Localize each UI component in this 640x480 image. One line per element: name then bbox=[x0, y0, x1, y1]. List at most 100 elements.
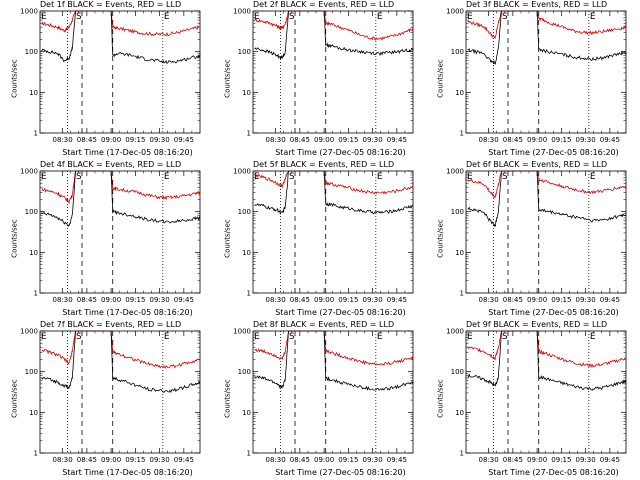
y-tick-label: 100 bbox=[451, 368, 464, 376]
x-axis-title: Start Time (27-Dec-05 08:16:20) bbox=[488, 148, 619, 157]
y-axis-title: Counts/sec bbox=[10, 59, 19, 98]
region-marker: E bbox=[164, 332, 170, 342]
y-tick-label: 10 bbox=[29, 249, 38, 257]
panel-plot: 1 10 100 1000 08:30 08:45 09:00 09:15 09:30 09:45… bbox=[446, 168, 627, 304]
region-marker: S bbox=[289, 332, 295, 342]
y-tick-label: 1 bbox=[460, 450, 464, 458]
region-marker: S bbox=[76, 172, 82, 182]
x-tick-label: 08:30 bbox=[266, 296, 286, 304]
region-marker: E bbox=[164, 12, 170, 22]
detector-panel-7: 1 10 100 1000 08:30 08:45 09:00 09:15 09:30 09:45… bbox=[2, 320, 215, 480]
lld-series-line bbox=[41, 170, 201, 205]
panel-plot: 1 10 100 1000 08:30 08:45 09:00 09:15 09:30 09:45… bbox=[446, 8, 627, 144]
plot-frame bbox=[39, 330, 201, 454]
panel-title: Det 7f BLACK = Events, RED = LLD bbox=[40, 320, 182, 329]
x-tick-label: 09:45 bbox=[387, 296, 407, 304]
y-axis-title: Counts/sec bbox=[436, 219, 445, 258]
panel-title: Det 5f BLACK = Events, RED = LLD bbox=[253, 160, 395, 169]
y-tick-label: 100 bbox=[238, 368, 251, 376]
y-tick-label: 10 bbox=[242, 89, 251, 97]
region-marker: E bbox=[164, 172, 170, 182]
x-tick-label: 09:45 bbox=[387, 456, 407, 464]
x-tick-label: 09:15 bbox=[125, 296, 145, 304]
detector-panel-2: 1 10 100 1000 08:30 08:45 09:00 09:15 09:30 09:45… bbox=[215, 0, 428, 160]
lld-series-line bbox=[41, 330, 201, 370]
panel-plot: 1 10 100 1000 08:30 08:45 09:00 09:15 09:30 09:45… bbox=[20, 168, 201, 304]
y-tick-label: 100 bbox=[25, 208, 38, 216]
x-tick-label: 09:15 bbox=[338, 456, 358, 464]
plot-frame bbox=[252, 330, 414, 454]
region-marker: E bbox=[254, 332, 260, 342]
x-tick-label: 08:45 bbox=[77, 296, 97, 304]
x-tick-label: 09:15 bbox=[551, 456, 571, 464]
y-tick-label: 100 bbox=[451, 48, 464, 56]
x-tick-label: 09:00 bbox=[101, 296, 121, 304]
x-tick-label: 09:15 bbox=[551, 296, 571, 304]
y-tick-label: 1000 bbox=[20, 328, 38, 336]
region-marker: S bbox=[502, 12, 508, 22]
region-marker: E bbox=[377, 12, 383, 22]
x-tick-label: 09:30 bbox=[150, 296, 170, 304]
events-series-line bbox=[41, 10, 201, 65]
x-tick-label: 09:45 bbox=[387, 136, 407, 144]
plot-frame bbox=[252, 170, 414, 294]
events-series-line bbox=[467, 10, 627, 65]
x-axis-title: Start Time (17-Dec-05 08:16:20) bbox=[62, 148, 193, 157]
panel-plot: 1 10 100 1000 08:30 08:45 09:00 09:15 09:30 09:45… bbox=[233, 328, 414, 464]
x-tick-label: 09:15 bbox=[125, 456, 145, 464]
y-tick-label: 1000 bbox=[20, 168, 38, 176]
x-tick-label: 08:45 bbox=[290, 296, 310, 304]
x-tick-label: 09:45 bbox=[174, 296, 194, 304]
x-tick-label: 08:30 bbox=[53, 296, 73, 304]
detector-panel-6: 1 10 100 1000 08:30 08:45 09:00 09:15 09:30 09:45… bbox=[428, 160, 640, 320]
y-axis-title: Counts/sec bbox=[10, 379, 19, 418]
x-tick-label: 09:30 bbox=[576, 296, 596, 304]
y-tick-label: 1 bbox=[460, 130, 464, 138]
panel-title: Det 9f BLACK = Events, RED = LLD bbox=[466, 320, 608, 329]
y-tick-label: 1000 bbox=[446, 168, 464, 176]
x-tick-label: 09:00 bbox=[314, 296, 334, 304]
region-marker: S bbox=[76, 12, 82, 22]
y-axis-title: Counts/sec bbox=[223, 379, 232, 418]
y-tick-label: 1000 bbox=[233, 8, 251, 16]
x-axis-title: Start Time (27-Dec-05 08:16:20) bbox=[275, 468, 406, 477]
panel-title: Det 3f BLACK = Events, RED = LLD bbox=[466, 0, 608, 9]
x-tick-label: 09:00 bbox=[314, 136, 334, 144]
y-axis-title: Counts/sec bbox=[223, 219, 232, 258]
plot-frame bbox=[39, 170, 201, 294]
y-tick-label: 100 bbox=[238, 208, 251, 216]
x-axis-title: Start Time (17-Dec-05 08:16:20) bbox=[62, 468, 193, 477]
x-tick-label: 09:30 bbox=[576, 456, 596, 464]
y-tick-label: 100 bbox=[25, 48, 38, 56]
y-axis-title: Counts/sec bbox=[436, 59, 445, 98]
panel-plot: 1 10 100 1000 08:30 08:45 09:00 09:15 09:30 09:45… bbox=[446, 328, 627, 464]
events-series-line bbox=[467, 330, 627, 391]
y-tick-label: 10 bbox=[242, 249, 251, 257]
region-marker: S bbox=[289, 172, 295, 182]
plot-frame bbox=[39, 10, 201, 134]
y-tick-label: 1 bbox=[34, 290, 38, 298]
detector-panel-9: 1 10 100 1000 08:30 08:45 09:00 09:15 09:30 09:45… bbox=[428, 320, 640, 480]
x-tick-label: 09:45 bbox=[174, 456, 194, 464]
y-tick-label: 1000 bbox=[233, 168, 251, 176]
region-marker: E bbox=[590, 172, 596, 182]
lld-series-line bbox=[467, 170, 627, 199]
events-series-line bbox=[254, 170, 414, 216]
y-tick-label: 10 bbox=[455, 409, 464, 417]
y-axis-title: Counts/sec bbox=[436, 379, 445, 418]
region-marker: E bbox=[41, 332, 47, 342]
x-tick-label: 08:30 bbox=[479, 296, 499, 304]
panel-plot: 1 10 100 1000 08:30 08:45 09:00 09:15 09:30 09:45… bbox=[20, 328, 201, 464]
panel-plot: 1 10 100 1000 08:30 08:45 09:00 09:15 09:30 09:45… bbox=[20, 8, 201, 144]
region-marker: E bbox=[377, 332, 383, 342]
x-tick-label: 08:45 bbox=[503, 456, 523, 464]
panel-title: Det 1f BLACK = Events, RED = LLD bbox=[40, 0, 182, 9]
x-tick-label: 09:45 bbox=[174, 136, 194, 144]
y-tick-label: 1000 bbox=[446, 328, 464, 336]
x-tick-label: 09:45 bbox=[600, 136, 620, 144]
x-tick-label: 08:30 bbox=[479, 456, 499, 464]
y-tick-label: 10 bbox=[242, 409, 251, 417]
x-tick-label: 09:15 bbox=[338, 296, 358, 304]
x-tick-label: 08:45 bbox=[503, 136, 523, 144]
y-tick-label: 1000 bbox=[446, 8, 464, 16]
